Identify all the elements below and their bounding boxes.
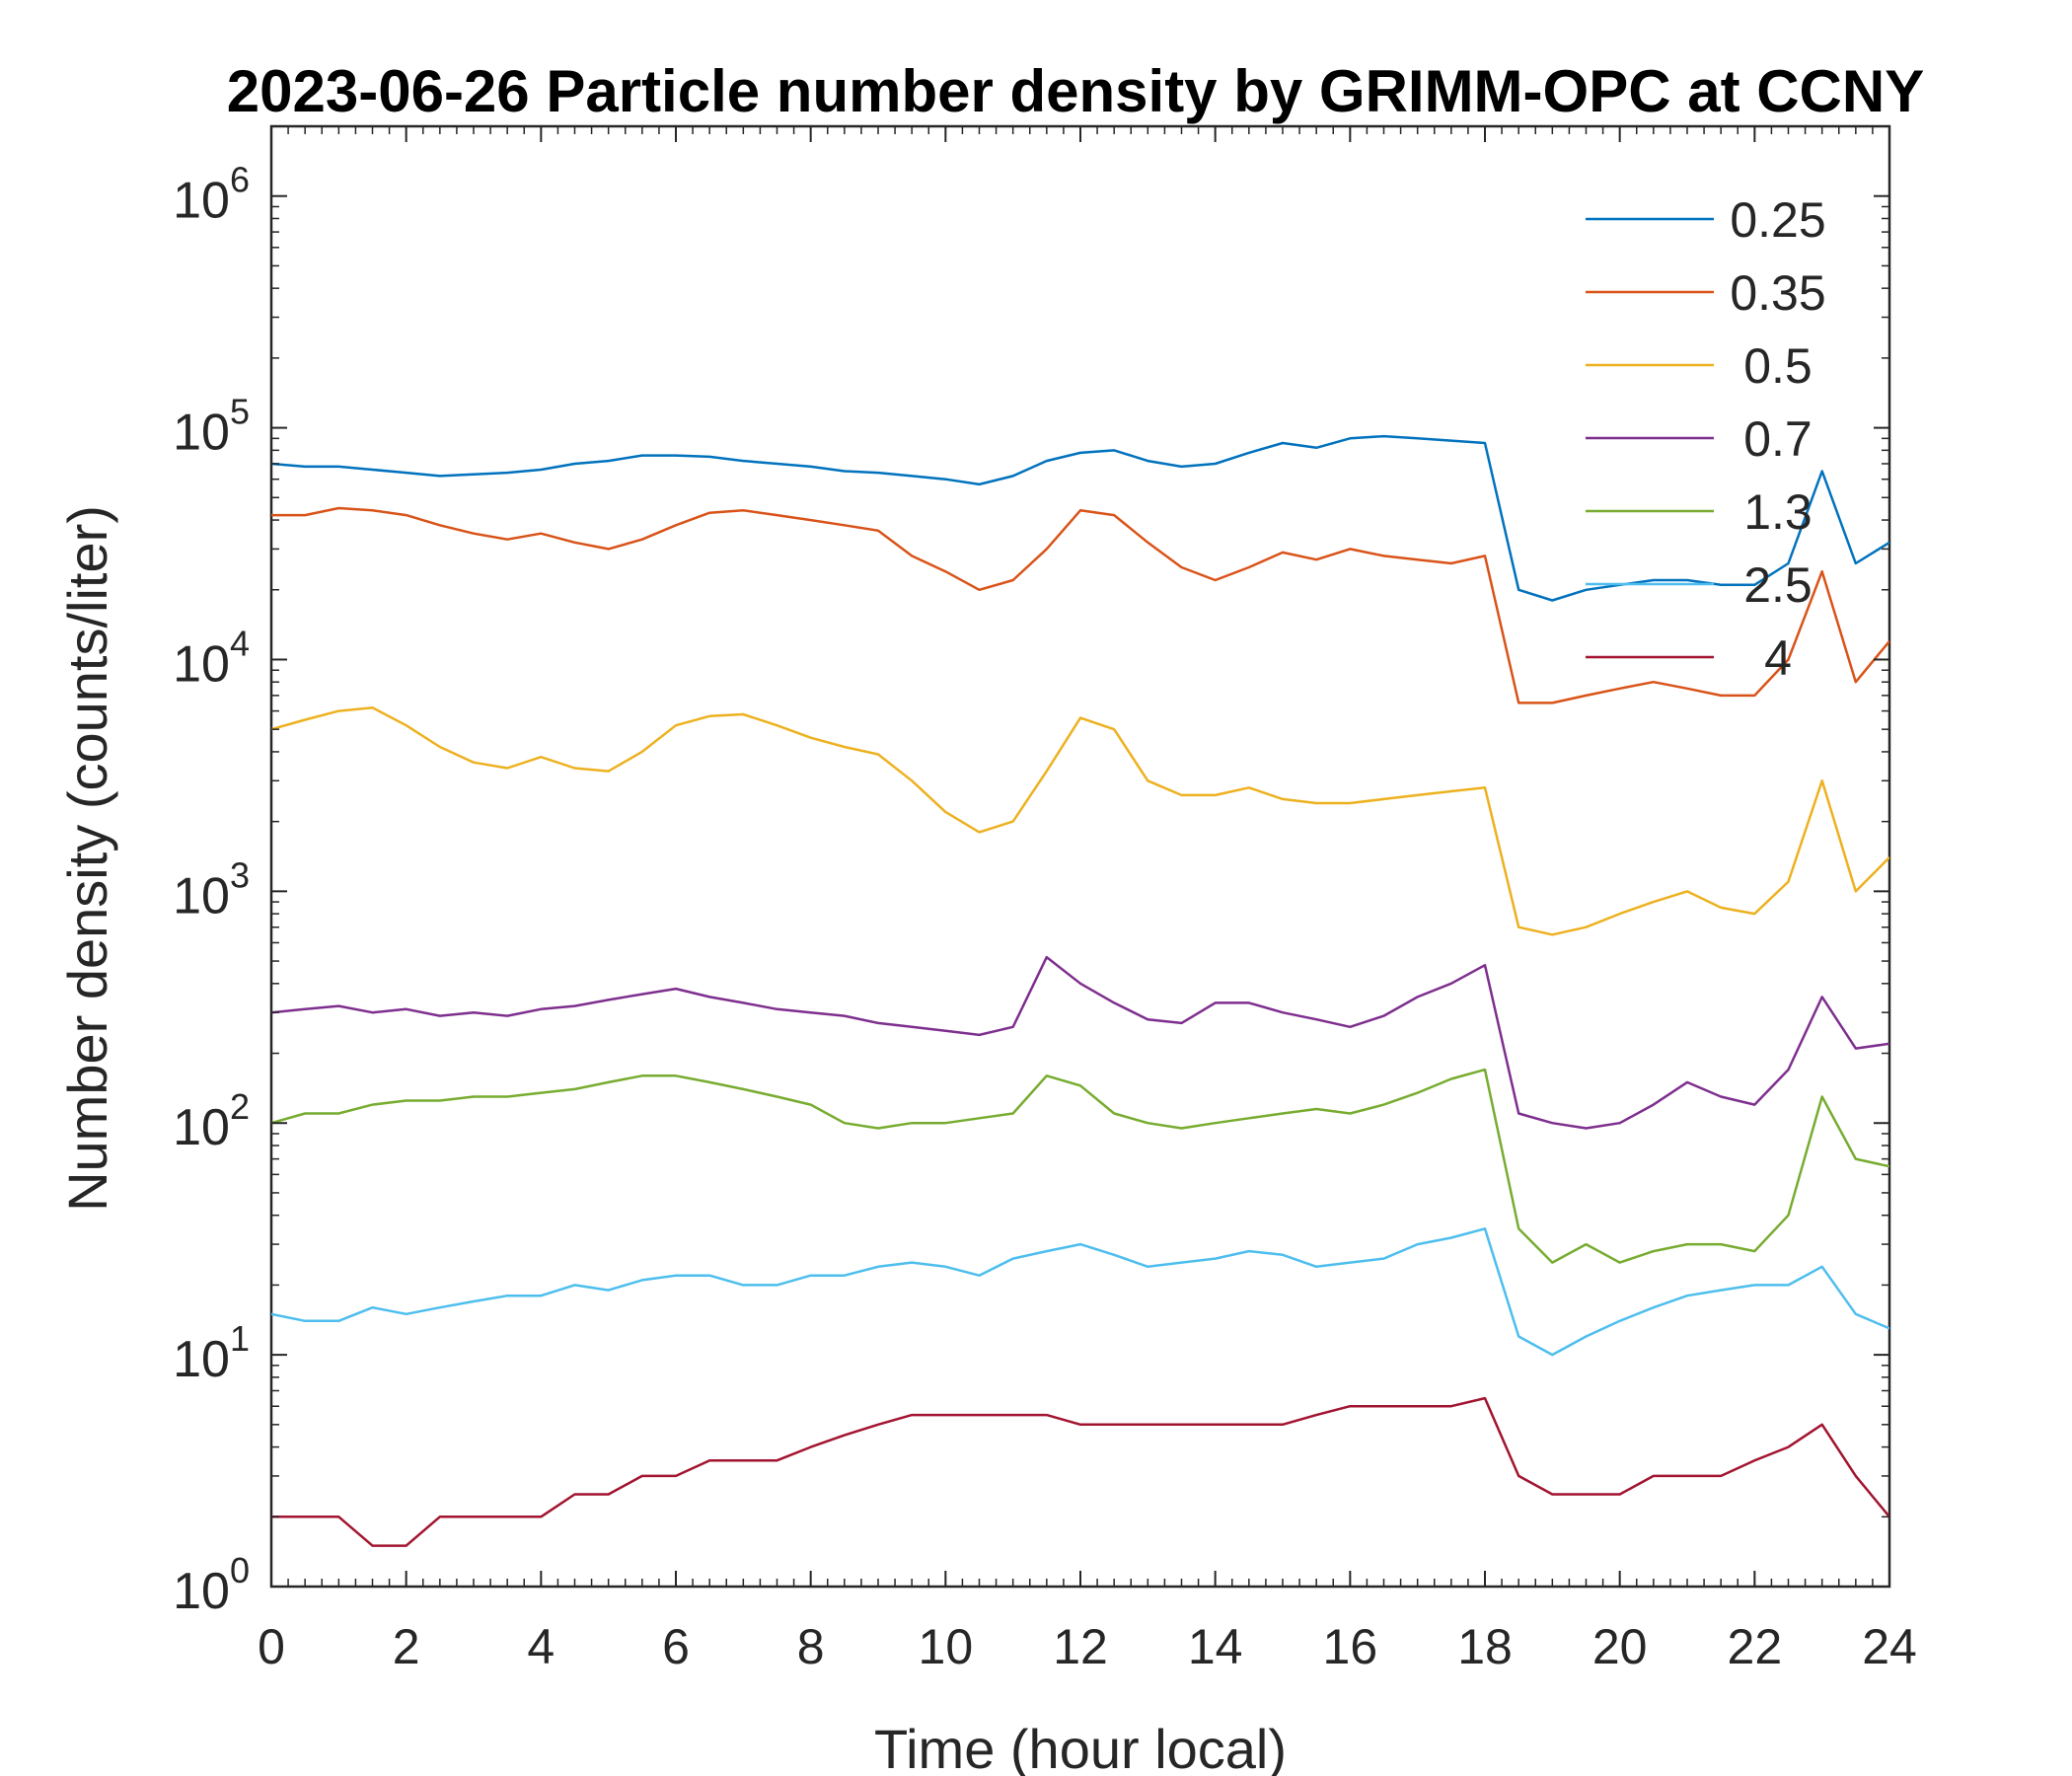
y-tick-label: 105: [173, 392, 250, 462]
x-tick-label: 2: [393, 1619, 420, 1674]
x-tick-label: 6: [662, 1619, 690, 1674]
x-tick-label: 14: [1188, 1619, 1243, 1674]
y-tick-label: 106: [173, 160, 250, 230]
chart-title: 2023-06-26 Particle number density by GR…: [227, 58, 1925, 124]
legend-label-3: 0.7: [1743, 411, 1813, 467]
series-layer: [271, 434, 1889, 1547]
x-tick-label: 4: [527, 1619, 555, 1674]
legend-label-5: 2.5: [1743, 557, 1813, 613]
x-tick-label: 20: [1592, 1619, 1648, 1674]
x-tick-label: 16: [1323, 1619, 1378, 1674]
y-tick-label: 102: [173, 1086, 250, 1156]
legend-label-2: 0.5: [1743, 338, 1813, 394]
legend-label-0: 0.25: [1730, 192, 1825, 248]
legend-label-4: 1.3: [1743, 484, 1813, 540]
plot-area: [269, 124, 1891, 1589]
x-tick-label: 22: [1728, 1619, 1783, 1674]
series-line-6: [271, 1396, 1889, 1547]
series-line-4: [271, 1068, 1889, 1264]
legend: 0.25 0.35 0.5 0.7 1.3 2.5 4: [1586, 192, 1826, 686]
legend-label-1: 0.35: [1730, 265, 1825, 321]
series-line-1: [271, 506, 1889, 704]
x-tick-label: 12: [1053, 1619, 1108, 1674]
x-tick-label: 18: [1457, 1619, 1513, 1674]
legend-label-6: 4: [1764, 630, 1792, 686]
x-axis-label: Time (hour local): [874, 1718, 1287, 1776]
y-tick-label: 103: [173, 854, 250, 925]
series-line-5: [271, 1227, 1889, 1357]
series-line-2: [271, 705, 1889, 936]
x-tick-label: 10: [919, 1619, 974, 1674]
axes-layer: 0 2 4 6 8 10 12 14 16 18 20 22 241001011021031041051…: [173, 125, 1917, 1674]
x-tick-label: 24: [1862, 1619, 1917, 1674]
y-tick-label: 100: [173, 1550, 250, 1620]
series-line-3: [271, 955, 1889, 1130]
x-tick-label: 8: [797, 1619, 825, 1674]
y-axis-label: Number density (counts/liter): [56, 505, 118, 1212]
x-tick-label: 0: [258, 1619, 285, 1674]
y-tick-label: 101: [173, 1318, 250, 1388]
y-tick-label: 104: [173, 623, 250, 693]
